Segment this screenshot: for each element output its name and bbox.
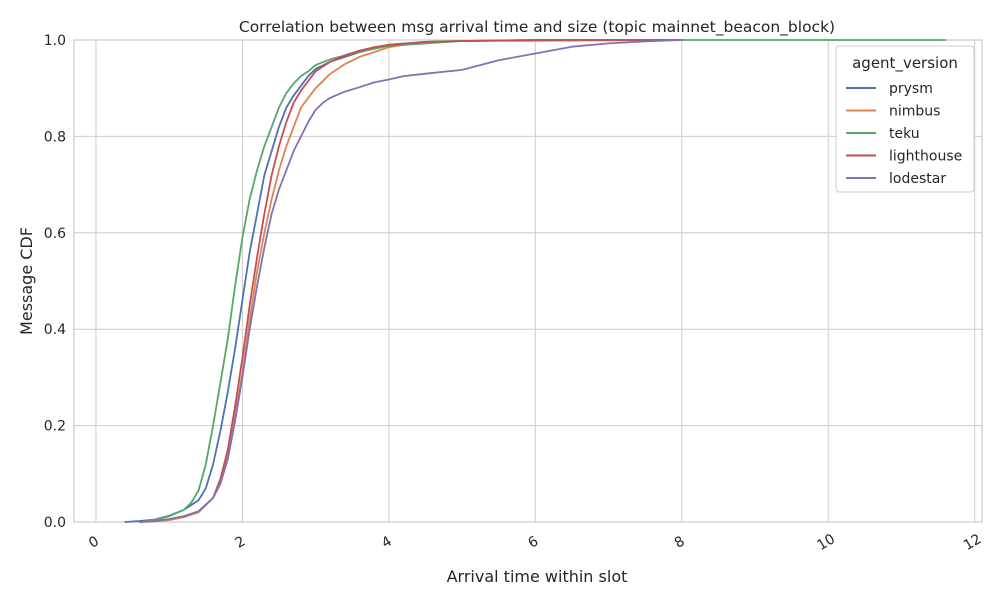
y-tick-label-1: 0.2 [44,419,66,435]
legend-label-lighthouse: lighthouse [889,149,962,165]
y-tick-label-5: 1.0 [44,33,66,49]
chart-title: Correlation between msg arrival time and… [239,18,835,37]
y-tick-label-3: 0.6 [44,226,66,242]
legend-label-lodestar: lodestar [889,171,946,187]
legend-label-prysm: prysm [889,81,933,97]
y-tick-label-0: 0.0 [44,515,66,531]
legend-label-teku: teku [889,126,920,142]
series-lines [124,39,947,523]
legend-items: prysm nimbus teku lighthouse lodestar [846,81,962,187]
y-axis-title: Message CDF [17,227,36,335]
legend-label-nimbus: nimbus [889,104,940,120]
x-axis-title: Arrival time within slot [447,567,628,586]
y-tick-label-4: 0.8 [44,129,66,145]
x-tick-label-6: 12 [961,531,984,554]
x-tick-label-5: 10 [815,531,838,554]
series-line-lodestar [138,39,683,523]
y-tick-label-2: 0.4 [44,322,66,338]
legend-title: agent_version [852,54,958,73]
legend: agent_version prysm nimbus teku lighthouse l… [835,45,975,193]
